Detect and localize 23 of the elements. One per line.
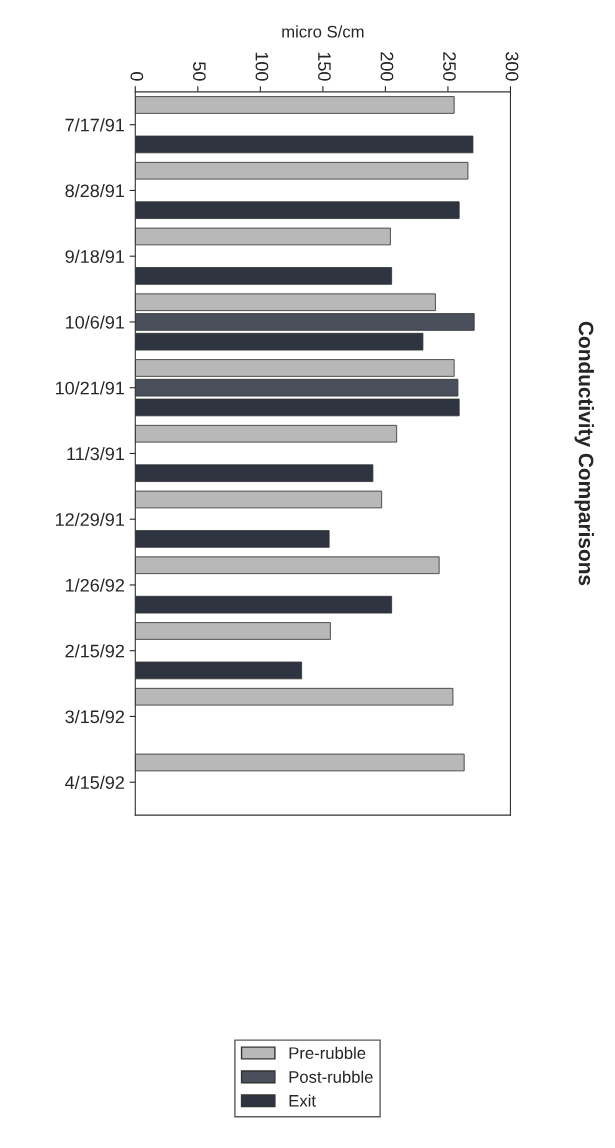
text: Conductivity Comparisons <box>574 321 594 586</box>
x-tick-label: 100 <box>255 52 269 81</box>
x-tick-label: 250 <box>443 52 456 81</box>
x-tick-label: 200 <box>380 52 394 81</box>
y-tick-label: 10/21/91 <box>55 381 125 395</box>
legend-label: Exit <box>289 1094 316 1107</box>
y-tick-label: 11/3/91 <box>67 446 125 461</box>
x-tick-label: 300 <box>505 51 519 81</box>
y-tick-label: 12/29/91 <box>55 512 125 526</box>
y-tick-label: 1/26/92 <box>66 578 124 592</box>
y-tick-label: 3/15/92 <box>65 709 124 724</box>
legend-label: Post-rubble <box>289 1070 373 1083</box>
x-tick-label: 50 <box>192 62 206 81</box>
x-tick-label: 150 <box>318 52 331 81</box>
y-tick-label: 7/17/91 <box>65 118 125 132</box>
x-tick-label: 0 <box>130 72 144 81</box>
y-tick-label: 8/28/91 <box>65 183 125 198</box>
x-axis-title: micro S/cm <box>282 25 364 38</box>
y-tick-label: 10/6/91 <box>66 315 125 329</box>
y-tick-label: 2/15/92 <box>65 644 124 658</box>
y-tick-label: 4/15/92 <box>65 775 124 789</box>
y-tick-label: 9/18/91 <box>65 249 125 263</box>
legend-label: Pre-rubble <box>289 1046 366 1060</box>
